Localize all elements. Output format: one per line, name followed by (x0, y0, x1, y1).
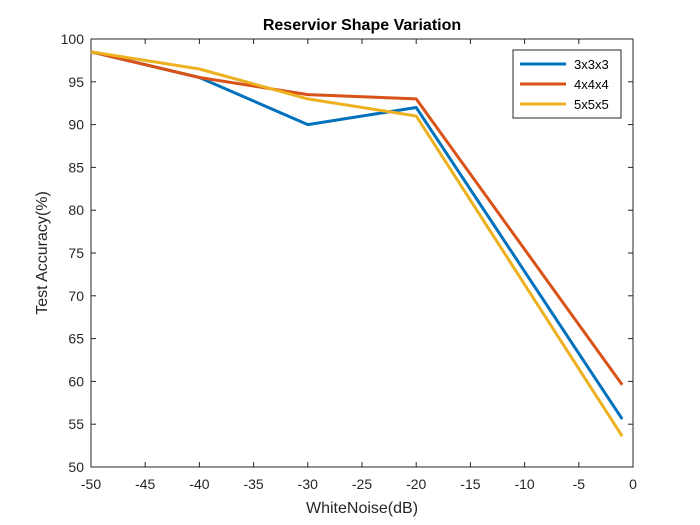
series-line-5x5x5 (90, 50, 624, 438)
x-tick-label: -35 (243, 476, 263, 492)
x-tick-label: -25 (352, 476, 372, 492)
y-tick-label: 95 (68, 74, 84, 90)
y-tick-label: 70 (68, 288, 84, 304)
x-tick-label: -30 (298, 476, 318, 492)
y-tick-label: 60 (68, 373, 84, 389)
series-line-4x4x4 (90, 50, 624, 386)
x-tick-label: -10 (514, 476, 534, 492)
y-axis-label: Test Accuracy(%) (34, 191, 51, 315)
x-tick-label: -40 (189, 476, 209, 492)
x-tick-label: -45 (135, 476, 155, 492)
x-tick-label: -20 (406, 476, 426, 492)
chart-title: Reservior Shape Variation (263, 17, 461, 34)
series-lines (90, 50, 624, 438)
y-tick-label: 50 (68, 459, 84, 475)
y-tick-label: 100 (61, 31, 85, 47)
x-axis: -50 -45 -40 -35 -30 -25 -20 -15 -10 -5 0 (81, 39, 637, 492)
x-tick-label: -50 (81, 476, 101, 492)
x-tick-label: 0 (629, 476, 637, 492)
y-tick-label: 85 (68, 159, 84, 175)
y-tick-label: 75 (68, 245, 84, 261)
x-axis-label: WhiteNoise(dB) (306, 500, 418, 517)
y-tick-label: 90 (68, 117, 84, 133)
legend-entry-label: 5x5x5 (574, 97, 609, 112)
x-tick-label: -5 (573, 476, 586, 492)
legend: 3x3x3 4x4x4 5x5x5 (512, 49, 622, 119)
legend-entry-label: 3x3x3 (574, 57, 609, 72)
y-tick-label: 55 (68, 416, 84, 432)
y-axis: 50 55 60 65 70 75 80 85 90 95 100 (61, 31, 633, 475)
y-tick-label: 65 (68, 331, 84, 347)
y-tick-label: 80 (68, 202, 84, 218)
x-tick-label: -15 (460, 476, 480, 492)
legend-entry-label: 4x4x4 (574, 77, 609, 92)
